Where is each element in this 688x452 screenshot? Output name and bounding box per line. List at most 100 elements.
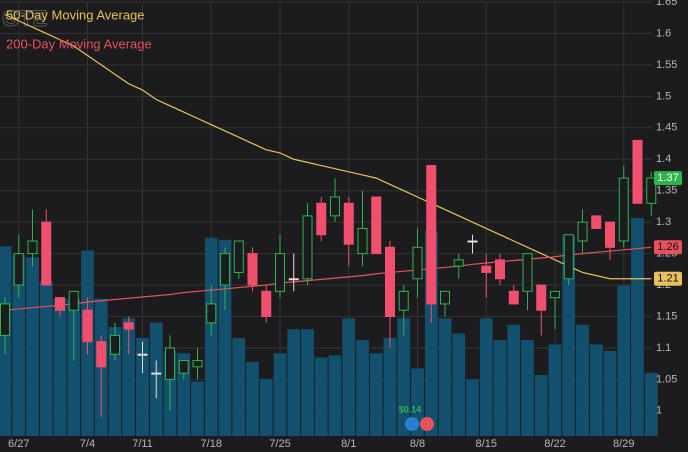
volume-bar	[369, 353, 383, 436]
candles	[0, 139, 657, 418]
volume-bar	[631, 218, 644, 436]
candle-body	[357, 227, 368, 255]
volume-bar	[521, 340, 534, 436]
candle-body	[605, 221, 615, 248]
volume-bar	[26, 257, 39, 436]
candle-body	[563, 234, 574, 280]
candle-body	[302, 215, 313, 280]
y-tick-label: 1	[656, 405, 662, 417]
candle-body	[467, 240, 478, 243]
candle-body	[27, 240, 38, 255]
candle-body	[522, 253, 533, 292]
candle-body	[261, 290, 272, 317]
candle-body	[646, 177, 657, 204]
candle-body	[481, 265, 492, 273]
watermark: GTE	[2, 6, 47, 31]
y-tick-label: 1.6	[656, 27, 671, 39]
volume-bar	[0, 246, 12, 436]
y-tick-label: 1.35	[656, 185, 677, 197]
candle-body	[192, 360, 203, 368]
y-tick-label: 1.55	[656, 59, 677, 71]
candle-body	[41, 221, 52, 286]
candle-body	[508, 290, 519, 305]
volume-bar	[356, 340, 369, 436]
earnings-icon[interactable]	[420, 417, 434, 431]
last-value-label: 1.26	[657, 241, 678, 253]
candle-body	[151, 372, 162, 375]
volume-bar	[548, 344, 562, 436]
volume-bar	[562, 235, 576, 436]
volume-bar	[273, 353, 287, 436]
volume-bar	[12, 255, 26, 436]
volume-bar	[589, 344, 603, 436]
volume-bar	[39, 281, 53, 436]
x-tick-label: 7/4	[80, 438, 95, 450]
x-tick-label: 8/8	[410, 438, 425, 450]
candle-body	[247, 253, 258, 286]
volume-bar	[204, 237, 218, 436]
volume-bar	[452, 333, 466, 436]
candle-body	[398, 290, 409, 311]
y-tick-label: 1.05	[656, 373, 677, 385]
volume-bar	[479, 318, 493, 436]
volume-bar	[177, 353, 191, 436]
x-tick-label: 7/18	[201, 438, 222, 450]
candle-body	[275, 253, 285, 292]
legend-entry: 200-Day Moving Average	[6, 36, 152, 51]
candle-body	[233, 240, 244, 273]
volume-bar	[232, 337, 246, 436]
y-tick-label: 1.45	[656, 122, 677, 134]
candle-body	[426, 165, 437, 305]
candle-body	[316, 202, 327, 236]
volume-bar	[287, 329, 301, 436]
candle-body	[82, 309, 93, 343]
y-tick-label: 1.1	[656, 342, 671, 354]
axis: 11.051.11.151.21.251.31.351.41.451.51.55…	[6, 0, 682, 450]
moving-average-line	[4, 246, 652, 311]
y-tick-label: 1.4	[656, 153, 671, 165]
candle-body	[137, 353, 148, 356]
volume-bar	[603, 350, 617, 436]
volume-bar	[259, 379, 273, 436]
x-tick-label: 8/22	[544, 438, 565, 450]
candle-body	[206, 303, 217, 324]
moving-average-line	[4, 14, 652, 280]
x-tick-label: 7/25	[269, 438, 290, 450]
candle-body	[453, 259, 464, 267]
volume-bar	[493, 340, 507, 436]
candle-body	[68, 290, 79, 311]
x-tick-label: 8/1	[341, 438, 356, 450]
candle-body	[220, 253, 230, 286]
candle-body	[591, 215, 602, 229]
candle-body	[110, 334, 120, 355]
candle-body	[288, 278, 299, 281]
y-tick-label: 1.65	[656, 0, 677, 8]
candle-body	[412, 246, 423, 280]
volume-bar	[328, 355, 342, 436]
candle-body	[495, 259, 505, 280]
volume-bar	[122, 318, 136, 436]
x-tick-label: 7/11	[132, 438, 153, 450]
volume-bar	[576, 324, 589, 436]
candle-body	[371, 196, 382, 255]
volume-bar	[191, 381, 204, 436]
dividend-icon[interactable]	[405, 417, 419, 431]
candle-body	[55, 297, 65, 311]
x-tick-label: 8/15	[476, 438, 497, 450]
candle-body	[385, 246, 395, 317]
legend-entry: 50-Day Moving Average	[6, 7, 145, 22]
volume-bar	[136, 337, 149, 436]
volume	[0, 218, 658, 436]
volume-bar	[397, 318, 411, 436]
x-tick-label: 8/29	[613, 438, 634, 450]
last-value-label: 1.37	[657, 172, 678, 184]
candle-body	[13, 253, 24, 286]
event-icons[interactable]	[405, 417, 434, 431]
candle-body	[632, 139, 643, 204]
candle-body	[96, 341, 107, 368]
volume-bar	[534, 374, 548, 436]
volume-bar	[438, 318, 452, 436]
candle-body	[123, 322, 134, 330]
candle-body	[0, 303, 10, 336]
x-tick-label: 6/27	[8, 438, 29, 450]
